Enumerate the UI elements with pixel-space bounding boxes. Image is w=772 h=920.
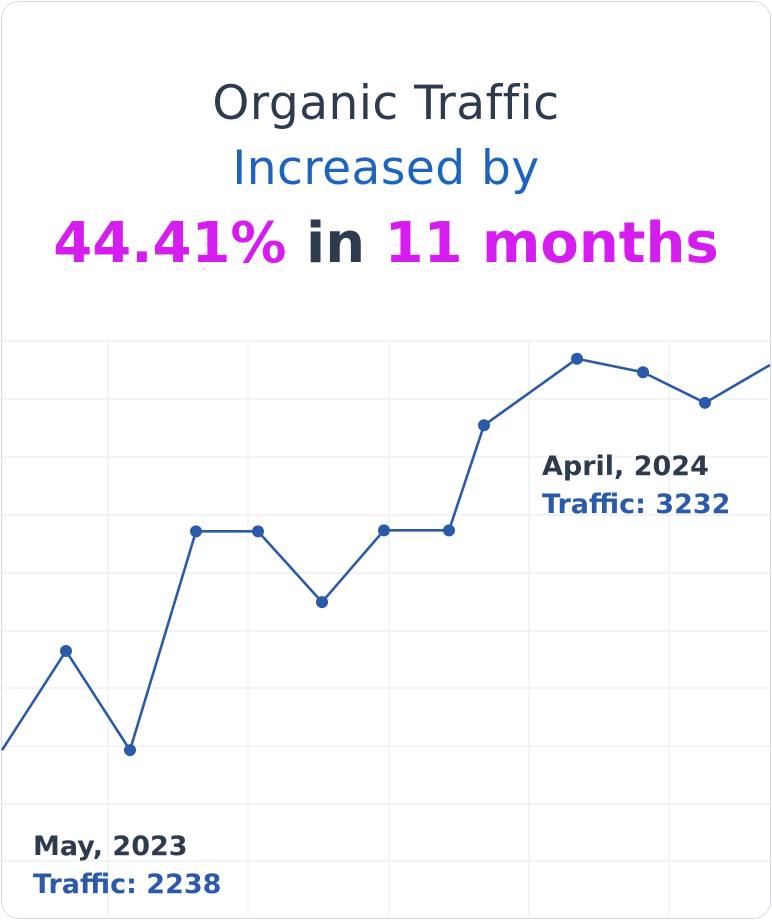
data-point bbox=[378, 524, 390, 537]
percent-increase: 44.41% bbox=[53, 211, 287, 276]
data-point bbox=[316, 596, 328, 609]
title-in-word: in bbox=[306, 211, 366, 276]
end-traffic-label: Traffic: 3232 bbox=[542, 489, 731, 520]
data-point bbox=[60, 644, 72, 657]
data-point bbox=[637, 366, 649, 379]
data-point bbox=[443, 524, 455, 537]
end-annotation: April, 2024 Traffic: 3232 bbox=[542, 448, 730, 524]
start-annotation: May, 2023 Traffic: 2238 bbox=[33, 828, 221, 904]
chart-grid bbox=[2, 340, 770, 916]
title-line-2: Increased by bbox=[232, 141, 540, 196]
end-date-label: April, 2024 bbox=[542, 451, 709, 482]
traffic-series bbox=[0, 352, 771, 757]
data-point bbox=[252, 525, 264, 538]
data-point bbox=[124, 744, 136, 757]
duration: 11 months bbox=[384, 211, 719, 276]
data-point bbox=[478, 419, 490, 432]
start-traffic-label: Traffic: 2238 bbox=[33, 869, 222, 900]
traffic-line bbox=[0, 357, 771, 752]
start-date-label: May, 2023 bbox=[33, 831, 188, 862]
data-point bbox=[699, 396, 711, 409]
title-line-3: 44.41% in 11 months bbox=[2, 204, 770, 284]
data-point bbox=[190, 525, 202, 538]
data-point bbox=[571, 352, 583, 365]
chart-title: Organic Traffic Increased by 44.41% in 1… bbox=[2, 72, 770, 284]
title-line-1: Organic Traffic bbox=[212, 76, 560, 131]
